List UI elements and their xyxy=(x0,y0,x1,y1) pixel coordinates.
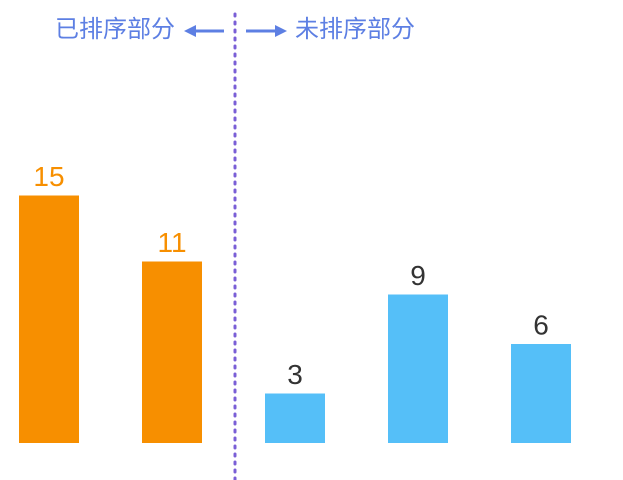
value-label: 15 xyxy=(33,161,64,192)
arrows xyxy=(184,25,287,37)
value-label: 3 xyxy=(287,359,303,390)
bar xyxy=(388,294,448,443)
value-label: 11 xyxy=(157,227,186,258)
bar xyxy=(265,393,325,443)
bar xyxy=(142,261,202,443)
sorted-label: 已排序部分 xyxy=(55,15,175,43)
value-label: 6 xyxy=(533,309,549,340)
unsorted-label: 未排序部分 xyxy=(295,15,415,43)
value-label: 9 xyxy=(410,260,426,291)
bar xyxy=(511,344,571,443)
bar xyxy=(19,195,79,443)
